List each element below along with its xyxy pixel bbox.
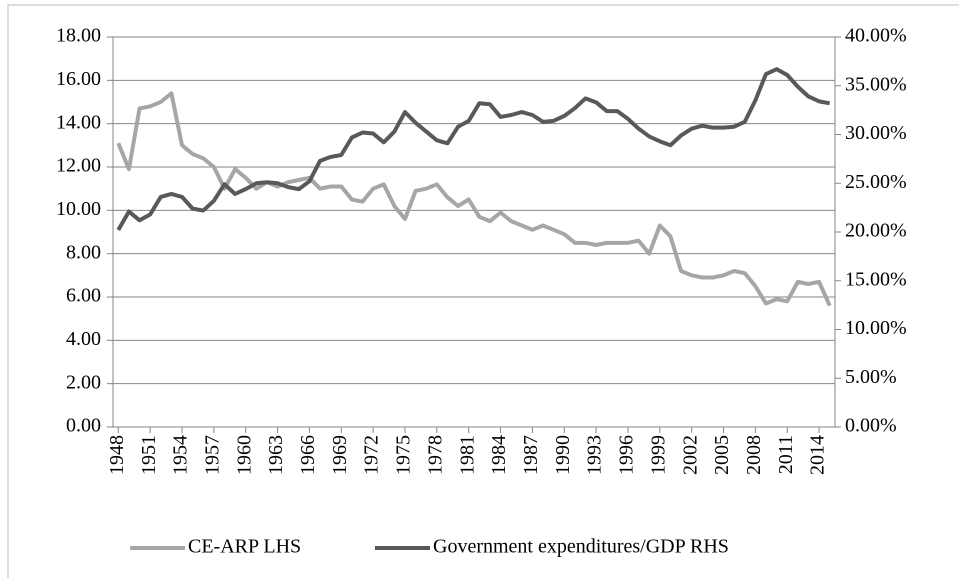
x-tick-label: 1993 [584,435,606,475]
x-tick-label: 1987 [520,435,542,475]
x-tick-label: 1951 [138,435,160,475]
x-tick-label: 2011 [775,435,797,474]
y2-tick-label: 15.00% [845,268,907,290]
series-line [116,91,832,307]
y2-tick-label: 20.00% [845,220,907,242]
y2-tick-label: 40.00% [845,25,907,47]
y-tick-label: 16.00 [56,68,101,90]
y2-tick-label: 0.00% [845,415,897,437]
x-tick-label: 2008 [743,435,765,475]
y-tick-label: 14.00 [56,111,101,133]
x-tick-label: 1954 [170,435,192,475]
y-tick-label: 2.00 [66,371,101,393]
y-tick-label: 18.00 [56,25,101,47]
x-tick-label: 1984 [488,435,510,475]
legend-label: Government expenditures/GDP RHS [433,536,729,558]
y-tick-label: 0.00 [66,415,101,437]
y-tick-label: 6.00 [66,285,101,307]
y-tick-label: 8.00 [66,241,101,263]
y-tick-label: 12.00 [56,155,101,177]
y-tick-label: 10.00 [56,198,101,220]
x-tick-label: 2005 [711,435,733,475]
x-tick-label: 1972 [361,435,383,475]
x-tick-label: 1978 [424,435,446,475]
legend-label: CE-ARP LHS [188,536,301,558]
x-tick-label: 1999 [647,435,669,475]
x-tick-label: 1948 [106,435,128,475]
y2-tick-label: 25.00% [845,171,907,193]
y2-tick-label: 35.00% [845,73,907,95]
x-tick-label: 1963 [265,435,287,475]
y-tick-label: 4.00 [66,328,101,350]
y2-tick-label: 30.00% [845,122,907,144]
x-tick-label: 1990 [552,435,574,475]
x-tick-label: 1957 [201,435,223,475]
series-line [116,67,831,232]
y2-tick-label: 10.00% [845,317,907,339]
y2-tick-label: 5.00% [845,366,897,388]
x-tick-label: 1969 [329,435,351,475]
x-tick-label: 1981 [456,435,478,475]
x-tick-label: 1996 [616,435,638,475]
x-tick-label: 2014 [807,435,829,475]
chart-border [7,4,959,578]
x-tick-label: 2002 [679,435,701,475]
x-tick-label: 1960 [233,435,255,475]
x-tick-label: 1975 [393,435,415,475]
x-tick-label: 1966 [297,435,319,475]
